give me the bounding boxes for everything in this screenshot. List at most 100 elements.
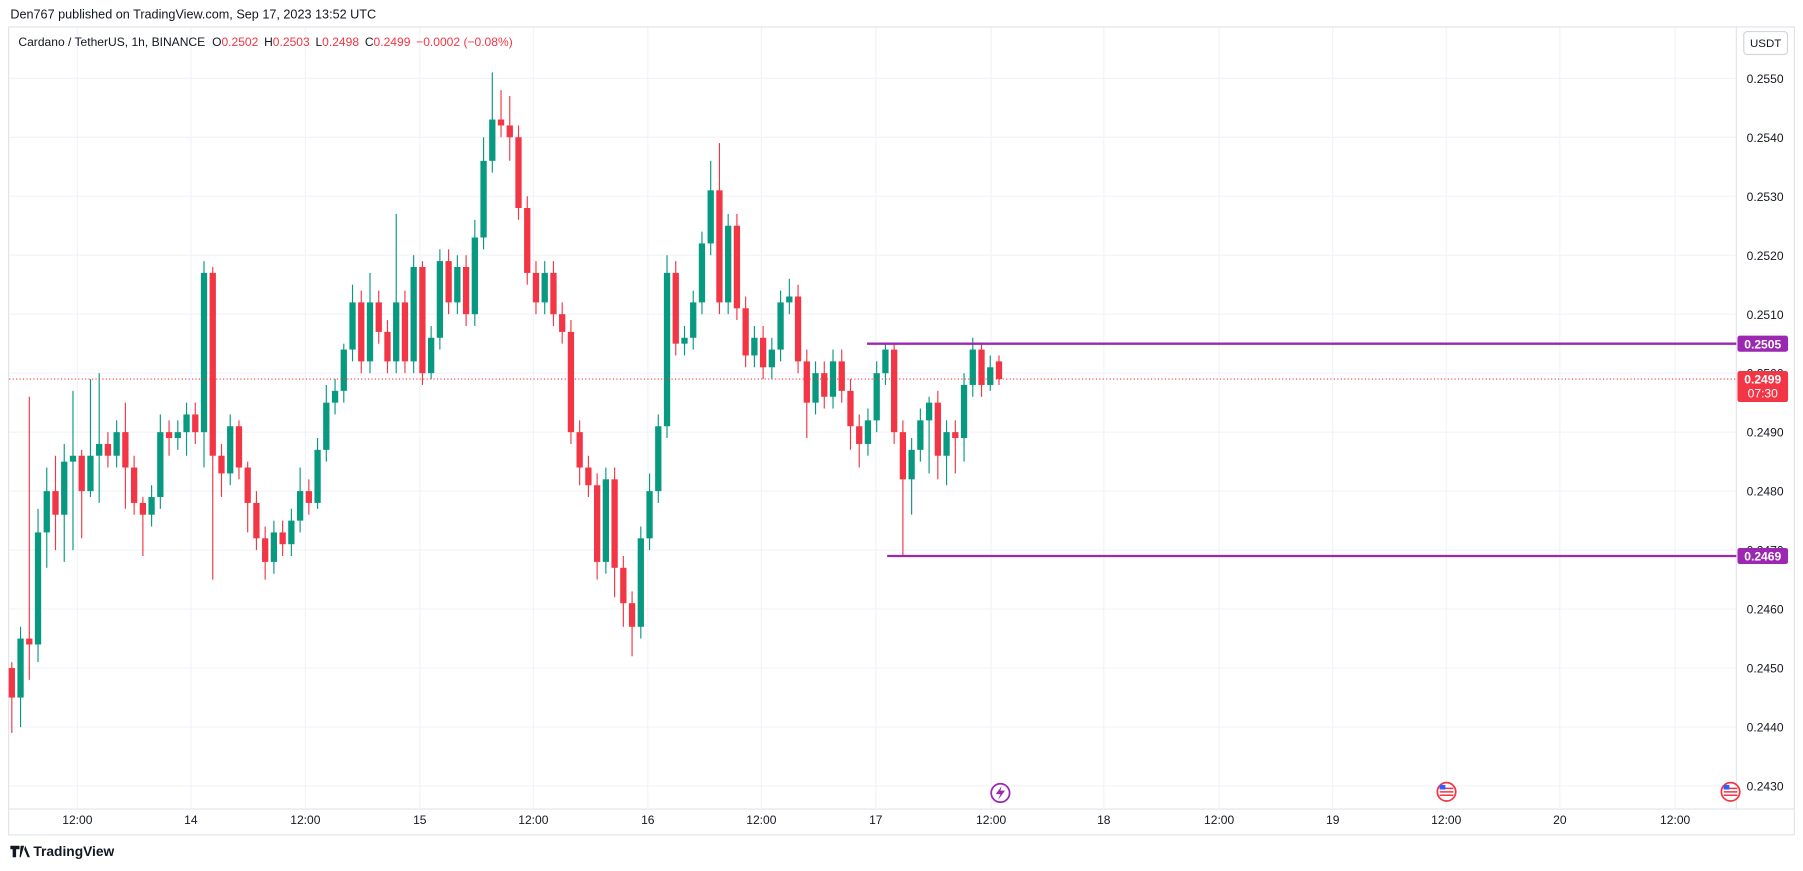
x-tick-label: 12:00 [1660,813,1690,827]
candle-body [340,349,347,391]
candle-body [480,160,487,238]
candle-body [323,402,330,450]
candle-body [829,361,837,397]
candle-body [174,432,181,439]
candle-body [899,432,907,480]
x-tick-label: 17 [869,813,883,827]
candle-body [995,361,1003,380]
candle-body [270,532,278,562]
candle-body [393,302,400,362]
candle-body [585,467,592,486]
candle-body [978,349,985,385]
candle-body [716,190,723,303]
o-value: 0.2502 [221,35,258,49]
y-tick-label: 0.2550 [1747,72,1784,86]
candle-body [593,485,601,562]
candle-body [296,491,304,521]
candle-body [733,225,741,309]
y-tick-label: 0.2450 [1747,662,1784,676]
candle-body [873,373,880,421]
candle-body [262,538,269,562]
flag-canton [1439,784,1446,790]
candle-body [288,520,295,545]
candle-body [524,208,531,273]
event-icon[interactable] [990,782,1011,804]
candle-body [314,449,321,503]
legend: Cardano / TetherUS, 1h, BINANCE O0.2502 H0… [18,35,512,49]
candle-body [960,384,968,439]
candle-body [943,432,950,456]
candle-body [253,502,260,539]
y-tick-label: 0.2540 [1747,131,1784,145]
flag-canton [1723,784,1730,790]
candle-body [78,455,85,492]
candle-body [471,237,478,315]
candle-body [646,491,653,539]
x-tick-label: 18 [1097,813,1111,827]
candle-body [87,455,94,492]
candle-body [550,272,557,315]
h-label: H [264,35,273,49]
candle-body [515,137,522,209]
candle-body [567,331,575,433]
x-tick-label: 15 [413,813,427,827]
candle-body [925,402,933,421]
level-tag-label: 0.2469 [1744,550,1781,564]
level-tag [1737,547,1789,565]
x-tick-label: 12:00 [290,813,320,827]
o-label: O [212,35,221,49]
y-tick-label: 0.2440 [1747,721,1784,735]
candle-body [681,337,688,344]
candle-body [707,190,714,244]
candle-body [803,361,810,403]
candle-body [227,426,234,474]
candle-body [794,296,802,362]
chart-frame [8,26,1795,836]
x-tick-label: 16 [641,813,655,827]
y-tick-label: 0.2430 [1747,780,1784,794]
candle-body [122,432,129,468]
candle-body [235,426,243,468]
currency-label[interactable]: USDT [1750,38,1781,50]
candle-body [34,532,42,645]
candle-body [917,420,924,450]
footer-brand: TradingView [33,844,114,859]
candle-body [26,638,33,645]
candles [8,72,1003,733]
candle-body [620,567,627,604]
candle-body [768,349,775,368]
candle-body [104,443,112,456]
candle-body [812,373,819,403]
candle-body [751,337,758,356]
candle-body [786,296,793,303]
candle-body [759,337,767,368]
candle-body [532,272,540,303]
candle-body [375,302,382,332]
candle-body [506,125,513,138]
candle-body [856,426,863,444]
publisher: Den767 published on TradingView.com, Sep… [10,7,376,21]
symbol: Cardano / TetherUS, 1h, BINANCE [18,35,205,49]
candle-body [725,225,732,303]
candle-body [165,432,173,439]
us-flag-icon[interactable] [1720,781,1741,802]
candle-body [838,361,845,391]
x-tick-label: 12:00 [976,813,1006,827]
currency-button[interactable] [1743,30,1789,56]
candle-body [698,243,706,303]
y-tick-label: 0.2510 [1747,308,1784,322]
last-price-label: 0.2499 [1744,373,1781,387]
candle-body [742,308,749,356]
x-tick-label: 20 [1553,813,1567,827]
candle-body [952,432,959,439]
candle-body [541,272,548,303]
candle-body [192,414,199,433]
y-tick-label: 0.2490 [1747,426,1784,440]
x-tick-label: 19 [1326,813,1340,827]
us-flag-icon[interactable] [1436,781,1457,802]
last-price-tag [1737,371,1789,403]
candle-body [96,443,103,456]
